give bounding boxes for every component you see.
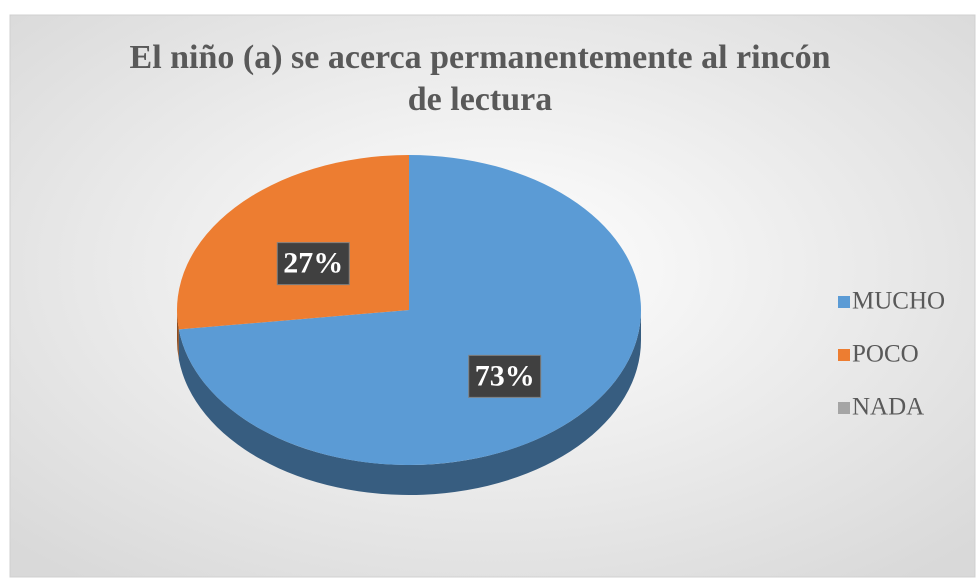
chart-title-text: El niño (a) se acerca permanentemente al… — [130, 39, 831, 76]
chart-title: El niño (a) se acerca permanentemente al… — [130, 39, 831, 76]
legend-label: NADA — [852, 394, 924, 421]
legend-swatch — [838, 349, 850, 361]
chart-title: de lectura — [408, 81, 552, 118]
legend-label: MUCHO — [852, 288, 945, 315]
pie-side — [177, 310, 179, 360]
chart-title-text: de lectura — [408, 81, 552, 118]
legend-swatch — [838, 402, 850, 414]
legend-swatch — [838, 296, 850, 308]
data-label: 73% — [475, 359, 535, 392]
data-label-box — [276, 242, 350, 286]
pie-side — [178, 310, 641, 496]
data-label: 27% — [283, 247, 343, 280]
data-label-box — [468, 354, 542, 398]
legend-label: POCO — [852, 341, 919, 368]
